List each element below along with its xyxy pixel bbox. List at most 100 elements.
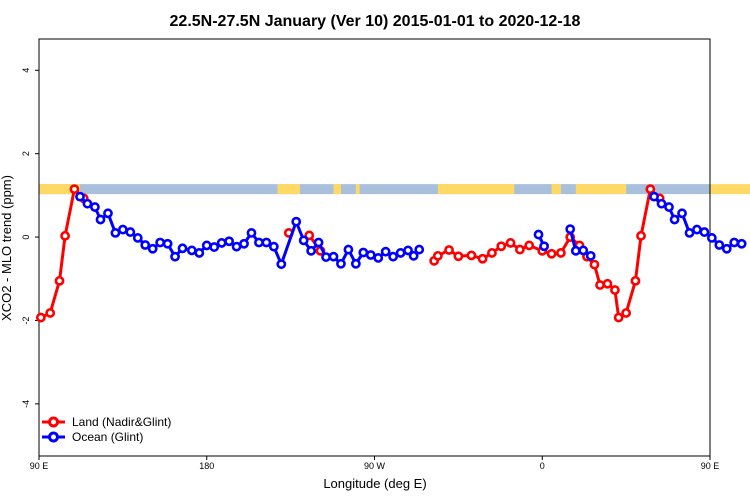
land-span [437, 184, 515, 195]
data-point [69, 184, 80, 195]
data-point [729, 237, 740, 248]
data-point [636, 230, 646, 241]
data-point [496, 241, 507, 252]
data-point [555, 248, 566, 258]
ocean-band [39, 184, 710, 195]
data-point [656, 198, 667, 209]
data-point [533, 229, 544, 240]
data-point [524, 240, 535, 251]
data-point [565, 224, 576, 235]
data-point [630, 275, 641, 286]
data-point [649, 191, 659, 202]
series-layer [35, 184, 747, 323]
data-point [321, 252, 331, 262]
y-axis-label: XCO2 - MLO trend (ppm) [0, 175, 14, 321]
data-point [610, 285, 620, 295]
land-span [277, 184, 300, 195]
data-point [209, 242, 220, 252]
data-point [595, 280, 605, 290]
data-point [380, 246, 391, 257]
data-point [444, 245, 454, 255]
data-point [546, 248, 557, 259]
data-point [103, 208, 113, 219]
legend-land-label: Land (Nadir&Glint) [72, 415, 171, 429]
data-point [365, 250, 376, 260]
data-point [117, 224, 128, 235]
legend-ocean-marker [48, 431, 59, 443]
data-point [621, 308, 632, 318]
plot-frame [38, 38, 711, 457]
data-point [677, 208, 687, 219]
data-point [306, 245, 317, 256]
data-point [125, 227, 136, 237]
y-tick-label: 2 [21, 151, 31, 156]
data-point [589, 259, 600, 270]
data-point [162, 238, 173, 249]
land-span [551, 184, 561, 195]
x-tick-label: 0 [540, 461, 545, 471]
data-point [466, 250, 477, 261]
land-span [710, 184, 750, 195]
data-point [60, 230, 70, 241]
data-point [514, 244, 525, 255]
data-point [736, 238, 747, 249]
data-point [477, 253, 488, 264]
data-point [155, 237, 166, 248]
data-point [224, 236, 235, 247]
x-tick-label: 90 W [364, 461, 386, 471]
data-point [291, 216, 302, 227]
x-axis-label: Longitude (deg E) [323, 476, 426, 491]
data-point [714, 240, 725, 250]
data-point [388, 251, 399, 262]
data-point [358, 247, 369, 258]
data-point [194, 248, 205, 258]
data-point [147, 243, 158, 254]
data-point [336, 258, 346, 269]
series-ocean [75, 191, 747, 270]
data-point [328, 251, 339, 262]
y-tick-label: -4 [21, 400, 31, 408]
data-point [539, 241, 550, 252]
y-tick-label: -2 [21, 316, 31, 324]
x-axis: 90 E 180 90 W 0 90 E [30, 456, 720, 471]
data-point [684, 228, 695, 238]
data-point [313, 237, 324, 248]
data-point [170, 251, 180, 262]
landmask-strip [39, 184, 750, 195]
data-point [298, 235, 309, 246]
data-point [403, 245, 413, 256]
x-tick-label: 180 [199, 461, 214, 471]
land-span [575, 184, 627, 195]
data-point [706, 233, 717, 243]
data-point [186, 245, 197, 256]
data-point [177, 243, 188, 254]
y-axis: -4 -2 0 2 4 [21, 68, 39, 408]
data-point [602, 278, 613, 289]
x-tick-label: 90 E [701, 461, 720, 471]
data-point [75, 191, 85, 202]
data-point [276, 259, 287, 270]
data-point [699, 227, 710, 237]
data-point [216, 238, 227, 248]
land-span [333, 184, 341, 195]
data-point [613, 312, 624, 323]
data-point [664, 202, 674, 212]
data-point [246, 228, 257, 238]
series-line [40, 187, 85, 319]
data-point [578, 245, 589, 256]
data-point [373, 253, 384, 263]
data-point [201, 240, 212, 251]
data-point [90, 202, 100, 212]
data-point [54, 275, 65, 286]
data-point [570, 245, 581, 256]
chart-title: 22.5N-27.5N January (Ver 10) 2015-01-01 … [170, 13, 581, 30]
data-point [304, 230, 315, 241]
data-point [408, 250, 419, 261]
x-tick-label: 90 E [30, 461, 49, 471]
data-point [453, 251, 464, 262]
data-point [343, 244, 354, 255]
data-point [268, 241, 279, 252]
y-tick-label: 0 [21, 235, 31, 240]
data-point [505, 238, 516, 248]
